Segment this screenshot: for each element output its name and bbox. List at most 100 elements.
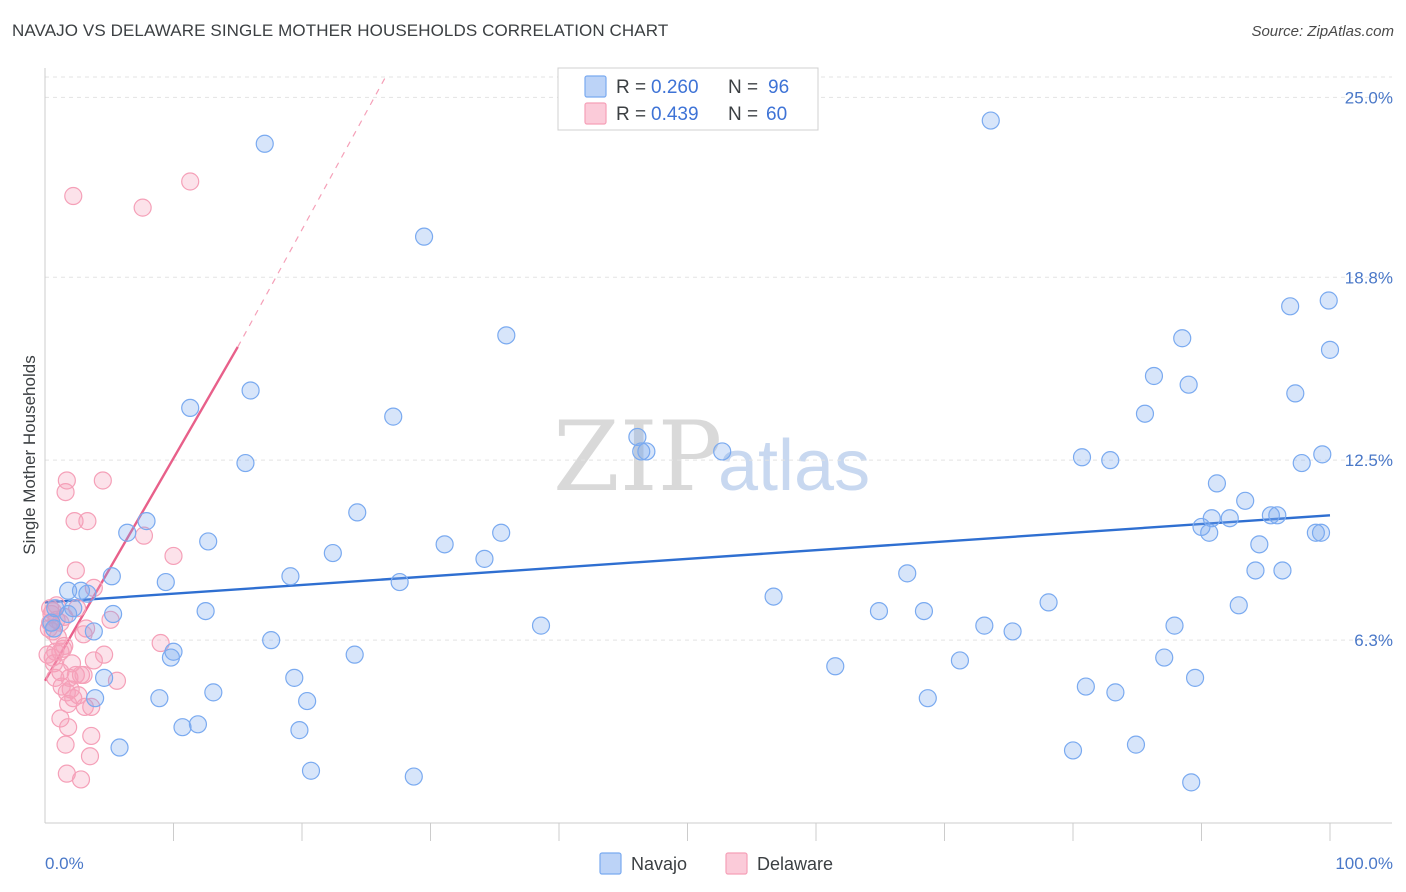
delaware-point <box>71 770 91 789</box>
navajo-point <box>637 442 656 461</box>
delaware-point <box>84 651 103 670</box>
y-tick-label: 6.3% <box>1354 631 1393 650</box>
navajo-point <box>914 602 934 621</box>
delaware-points <box>38 172 200 789</box>
navajo-point <box>110 738 129 757</box>
navajo-point <box>1273 561 1292 580</box>
navajo-point <box>348 503 367 522</box>
navajo-point <box>1311 523 1331 542</box>
navajo-point <box>404 767 423 786</box>
navajo-point <box>241 381 260 400</box>
navajo-point <box>1319 291 1338 310</box>
navajo-point <box>1076 677 1095 696</box>
delaware-n-label: N = <box>728 104 758 125</box>
delaware-point <box>74 665 93 685</box>
navajo-point <box>1246 561 1265 580</box>
navajo-point <box>1281 297 1300 316</box>
navajo-point <box>196 602 215 621</box>
navajo-point <box>475 549 494 568</box>
navajo-point <box>1144 366 1164 386</box>
navajo-point <box>1292 453 1311 473</box>
navajo-point <box>1250 535 1269 554</box>
navajo-point <box>181 398 200 418</box>
navajo-point <box>1207 474 1227 493</box>
navajo-point <box>1173 329 1192 348</box>
navajo-point <box>390 572 409 592</box>
delaware-point <box>62 654 82 673</box>
delaware-point <box>95 645 114 664</box>
navajo-points <box>42 111 1340 792</box>
navajo-point <box>1306 523 1325 542</box>
navajo-point <box>826 657 845 676</box>
delaware-point <box>164 546 183 566</box>
navajo-point <box>1072 448 1092 467</box>
navajo-point <box>764 587 783 606</box>
axes <box>44 68 1392 841</box>
navajo-point <box>137 512 156 531</box>
navajo-point <box>1135 404 1155 423</box>
navajo-point <box>1286 384 1305 403</box>
navajo-point <box>59 581 78 600</box>
navajo-point <box>1126 735 1146 754</box>
navajo-n-value: 96 <box>768 77 789 98</box>
delaware-point <box>66 561 85 580</box>
navajo-point <box>1101 451 1120 470</box>
navajo-point <box>59 604 78 624</box>
source-label: Source: ZipAtlas.com <box>1251 23 1394 40</box>
delaware-point <box>64 186 83 206</box>
y-axis-label: Single Mother Households <box>20 355 39 554</box>
navajo-point <box>95 668 114 687</box>
delaware-point <box>68 599 87 618</box>
delaware-r-value: 0.439 <box>651 104 699 125</box>
navajo-point <box>1063 741 1083 760</box>
navajo-point <box>1220 509 1239 528</box>
y-tick-label: 12.5% <box>1345 451 1393 470</box>
navajo-point <box>345 645 364 664</box>
navajo-point <box>1165 616 1184 635</box>
watermark-zip: ZIP <box>553 401 722 513</box>
chart-title: NAVAJO VS DELAWARE SINGLE MOTHER HOUSEHO… <box>12 21 669 40</box>
delaware-point <box>93 471 112 490</box>
delaware-trend-extension <box>237 76 387 348</box>
navajo-legend-swatch <box>584 75 607 98</box>
navajo-point <box>1185 668 1205 687</box>
delaware-legend-swatch <box>584 102 607 125</box>
delaware-point <box>80 747 100 766</box>
delaware-point <box>74 625 93 644</box>
delaware-point <box>38 645 57 664</box>
navajo-n-label: N = <box>728 77 758 98</box>
navajo-point <box>1106 683 1125 702</box>
navajo-point <box>262 631 281 650</box>
navajo-point <box>918 689 937 708</box>
navajo-point <box>1268 506 1287 525</box>
navajo-point <box>298 691 317 711</box>
navajo-point <box>869 602 889 621</box>
navajo-point <box>118 523 137 542</box>
navajo-point <box>285 668 304 687</box>
delaware-point <box>82 726 101 746</box>
legend-box: R = 0.260 N = 96 R = 0.439 N = 60 <box>557 67 819 131</box>
delaware-point <box>65 512 84 531</box>
delaware-point <box>151 633 170 653</box>
navajo-point <box>1179 375 1198 394</box>
delaware-point <box>61 680 80 699</box>
navajo-point <box>204 683 223 702</box>
navajo-point <box>64 599 83 618</box>
y-tick-label: 18.8% <box>1345 268 1393 287</box>
navajo-point <box>531 616 551 635</box>
navajo-bottom-swatch <box>599 852 622 875</box>
navajo-point <box>1182 773 1201 792</box>
navajo-point <box>713 442 732 461</box>
delaware-point <box>82 697 101 716</box>
navajo-point <box>150 689 169 708</box>
navajo-point <box>86 689 105 708</box>
y-tick-label: 25.0% <box>1345 88 1393 107</box>
delaware-point <box>59 718 78 737</box>
navajo-point <box>281 567 300 586</box>
navajo-point <box>1229 596 1248 615</box>
navajo-point <box>975 616 994 635</box>
navajo-point <box>981 111 1000 130</box>
delaware-legend-label: Delaware <box>757 854 833 874</box>
tick-labels: 6.3% 12.5% 18.8% 25.0% 0.0% 100.0% <box>45 88 1393 873</box>
